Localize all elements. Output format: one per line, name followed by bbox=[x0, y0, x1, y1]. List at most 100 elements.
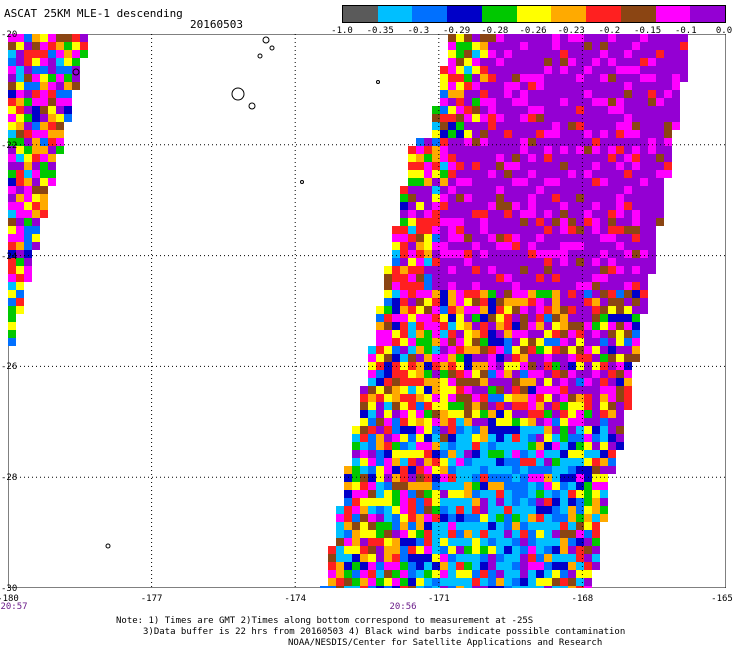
swath-cell bbox=[488, 466, 496, 474]
swath-cell bbox=[456, 162, 464, 170]
swath-cell bbox=[552, 434, 560, 442]
swath-cell bbox=[400, 514, 408, 522]
swath-cell bbox=[400, 586, 408, 588]
swath-cell bbox=[656, 210, 664, 218]
swath-cell bbox=[488, 402, 496, 410]
swath-cell bbox=[432, 586, 440, 588]
swath-cell bbox=[552, 330, 560, 338]
swath-cell bbox=[408, 346, 416, 354]
swath-cell bbox=[648, 170, 656, 178]
swath-cell bbox=[440, 170, 448, 178]
swath-cell bbox=[616, 410, 624, 418]
swath-cell bbox=[456, 354, 464, 362]
swath-cell bbox=[616, 162, 624, 170]
swath-cell bbox=[552, 394, 560, 402]
swath-cell bbox=[520, 482, 528, 490]
swath-cell bbox=[488, 194, 496, 202]
swath-cell bbox=[632, 202, 640, 210]
swath-cell bbox=[56, 122, 64, 130]
swath-cell bbox=[560, 34, 568, 42]
swath-cell bbox=[464, 282, 472, 290]
swath-cell bbox=[520, 586, 528, 588]
swath-cell bbox=[472, 506, 480, 514]
swath-cell bbox=[560, 58, 568, 66]
swath-cell bbox=[8, 338, 16, 346]
swath-cell bbox=[616, 290, 624, 298]
swath-cell bbox=[640, 90, 648, 98]
swath-cell bbox=[472, 250, 480, 258]
swath-cell bbox=[432, 266, 440, 274]
swath-cell bbox=[472, 282, 480, 290]
swath-cell bbox=[32, 226, 40, 234]
swath-cell bbox=[16, 178, 24, 186]
swath-cell bbox=[392, 474, 400, 482]
swath-cell bbox=[504, 162, 512, 170]
swath-cell bbox=[8, 170, 16, 178]
swath-cell bbox=[568, 546, 576, 554]
swath-cell bbox=[520, 58, 528, 66]
swath-cell bbox=[456, 266, 464, 274]
swath-cell bbox=[512, 418, 520, 426]
swath-cell bbox=[656, 98, 664, 106]
swath-cell bbox=[544, 482, 552, 490]
swath-cell bbox=[416, 458, 424, 466]
pass-time-label: 20:57 bbox=[0, 602, 28, 612]
swath-cell bbox=[352, 490, 360, 498]
swath-cell bbox=[400, 314, 408, 322]
swath-cell bbox=[512, 282, 520, 290]
swath-cell bbox=[488, 234, 496, 242]
swath-cell bbox=[472, 50, 480, 58]
swath-cell bbox=[480, 554, 488, 562]
swath-cell bbox=[544, 546, 552, 554]
swath-cell bbox=[536, 578, 544, 586]
swath-cell bbox=[664, 74, 672, 82]
swath-cell bbox=[392, 370, 400, 378]
swath-cell bbox=[472, 34, 480, 42]
swath-cell bbox=[576, 114, 584, 122]
swath-cell bbox=[64, 66, 72, 74]
swath-cell bbox=[48, 122, 56, 130]
swath-cell bbox=[640, 50, 648, 58]
swath-cell bbox=[512, 562, 520, 570]
swath-cell bbox=[504, 306, 512, 314]
swath-cell bbox=[392, 546, 400, 554]
swath-cell bbox=[480, 194, 488, 202]
swath-cell bbox=[480, 434, 488, 442]
swath-cell bbox=[592, 466, 600, 474]
swath-cell bbox=[432, 346, 440, 354]
swath-cell bbox=[24, 138, 32, 146]
swath-cell bbox=[8, 290, 16, 298]
swath-cell bbox=[464, 266, 472, 274]
swath-cell bbox=[488, 538, 496, 546]
swath-cell bbox=[560, 90, 568, 98]
swath-cell bbox=[464, 170, 472, 178]
swath-cell bbox=[632, 290, 640, 298]
swath-cell bbox=[464, 66, 472, 74]
swath-cell bbox=[616, 226, 624, 234]
swath-cell bbox=[568, 170, 576, 178]
swath-cell bbox=[560, 298, 568, 306]
swath-cell bbox=[488, 530, 496, 538]
swath-cell bbox=[8, 298, 16, 306]
swath-cell bbox=[424, 274, 432, 282]
swath-cell bbox=[520, 322, 528, 330]
swath-cell bbox=[424, 498, 432, 506]
lat-tick-label: -28 bbox=[1, 473, 18, 484]
swath-cell bbox=[624, 386, 632, 394]
swath-cell bbox=[488, 514, 496, 522]
swath-cell bbox=[640, 122, 648, 130]
swath-cell bbox=[528, 82, 536, 90]
swath-cell bbox=[560, 410, 568, 418]
swath-cell bbox=[392, 458, 400, 466]
swath-cell bbox=[496, 106, 504, 114]
swath-cell bbox=[8, 138, 16, 146]
swath-cell bbox=[376, 538, 384, 546]
swath-cell bbox=[424, 466, 432, 474]
swath-cell bbox=[624, 34, 632, 42]
swath-cell bbox=[664, 114, 672, 122]
swath-cell bbox=[24, 98, 32, 106]
swath-cell bbox=[560, 202, 568, 210]
swath-cell bbox=[512, 178, 520, 186]
swath-cell bbox=[528, 514, 536, 522]
swath-cell bbox=[568, 506, 576, 514]
